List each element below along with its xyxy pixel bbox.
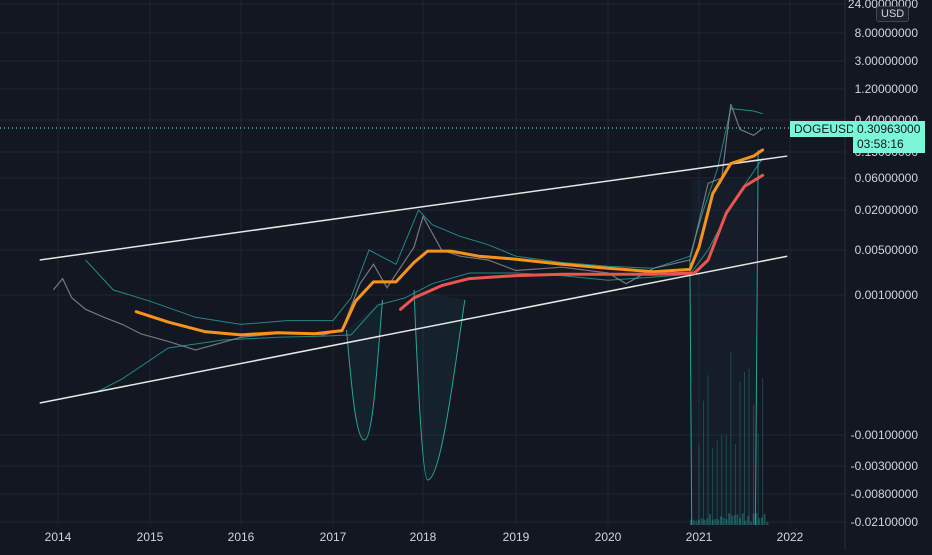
time-tick-label: 2022 [777,530,804,544]
price-tick-label: 3.00000000 [855,54,918,68]
currency-badge[interactable]: USD [876,6,909,22]
time-tick-label: 2015 [137,530,164,544]
volume-bar [766,522,768,525]
bar-countdown: 03:58:16 [857,137,921,152]
volume-bar [693,520,695,525]
last-price-value: 0.30963000 [857,122,921,137]
time-tick-label: 2019 [503,530,530,544]
time-tick-label: 2021 [686,530,713,544]
price-tick-label: 0.00100000 [855,288,918,302]
price-tick-label: -0.00300000 [851,459,918,473]
time-tick-label: 2017 [320,530,347,544]
price-line [53,104,762,350]
price-tick-label: -0.00100000 [851,428,918,442]
band-dip-2018 [414,290,465,480]
price-tick-label: 1.20000000 [855,82,918,96]
time-tick-label: 2016 [228,530,255,544]
volume-bar [750,521,752,525]
volume-bar [736,514,738,525]
time-tick-label: 2014 [45,530,72,544]
volume-bar [755,513,757,525]
volume-bar [764,514,766,525]
price-tick-label: 0.00500000 [855,243,918,257]
last-price-label: 0.30963000 03:58:16 [853,121,925,153]
volume-bar [714,519,716,525]
band-dip-2017a [347,300,383,440]
volume-bar [701,518,703,525]
time-tick-label: 2018 [410,530,437,544]
volume-bar [709,514,711,525]
volume-bar [690,520,692,525]
trend-channel-upper [40,156,788,260]
band-fill-2021 [692,180,756,525]
price-tick-label: 0.02000000 [855,203,918,217]
price-tick-label: 0.06000000 [855,171,918,185]
price-tick-label: -0.02100000 [851,515,918,529]
volume-bar [723,518,725,525]
volume-bar [695,521,697,525]
price-tick-label: 8.00000000 [855,26,918,40]
time-tick-label: 2020 [595,530,622,544]
volume-bar [742,513,744,525]
symbol-label: DOGEUSD [790,121,859,137]
volume-bar [728,513,730,525]
trend-channel-lower [40,256,788,403]
price-tick-label: -0.00800000 [851,487,918,501]
